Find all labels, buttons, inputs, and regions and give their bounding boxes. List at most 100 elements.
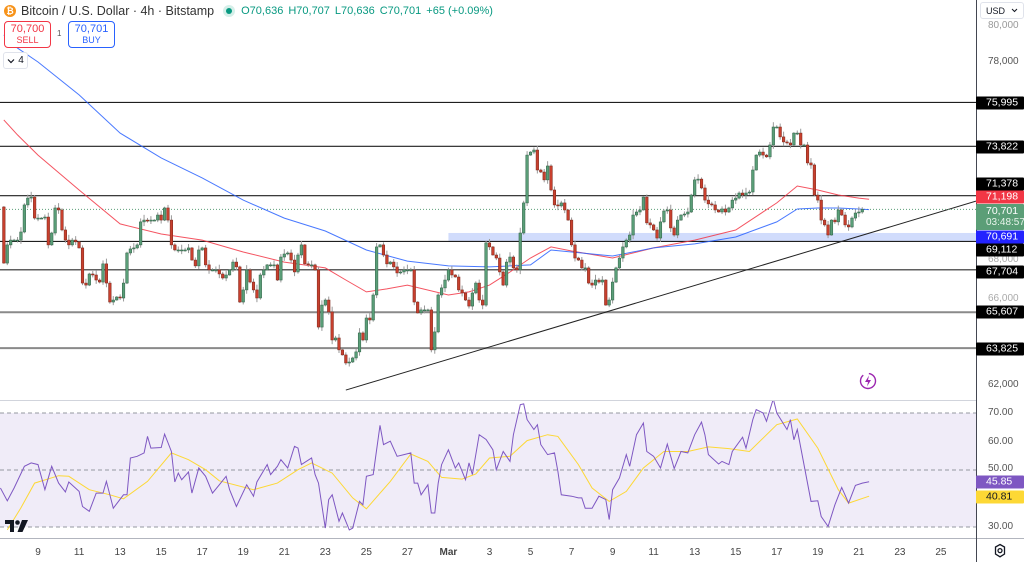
candle [156,212,160,223]
candle-body-down [823,219,827,226]
candle [764,153,769,158]
candle-body-down [573,244,577,259]
candle-body-down [292,259,297,273]
candle [19,227,23,244]
candle-body-down [717,209,721,213]
candle-body-up [310,264,314,267]
symbol-header: ₿ Bitcoin / U.S. Dollar · 4h · Bitstamp … [4,3,493,19]
time-axis[interactable]: 9 11 13 15 17 19 21 23 25 27 Mar 3 5 7 9 11 13 15 17 19 21 23… [0,538,1024,562]
candle [679,214,683,221]
candle [46,212,50,249]
candle-body-up [686,211,690,215]
candle [751,166,755,196]
candle-body-down [549,165,553,191]
candle [611,277,615,304]
candle-body-down [799,132,803,146]
red-ma-badge: 71,198 [976,190,1024,204]
sell-button[interactable]: 70,700 SELL [4,21,51,48]
candle-body-up [197,249,201,267]
candle [809,158,813,169]
candle [26,194,30,208]
candle-body-up [614,267,618,283]
price-tick: 68,000 [988,254,1019,265]
candle [378,244,382,248]
price-pane[interactable] [0,34,976,391]
symbol-title[interactable]: Bitcoin / U.S. Dollar · 4h · Bitstamp [21,4,215,18]
candle [207,260,211,274]
candle-body-up [26,197,30,206]
candle-body-down [788,142,792,146]
candle [556,199,560,211]
time-axis-label: Mar [439,547,458,558]
candle-body-down [816,194,820,201]
candle [522,200,526,235]
candle-body-up [357,332,362,353]
candle [505,259,509,288]
candle-body-up [679,214,683,221]
candle [590,279,594,288]
tradingview-logo[interactable] [5,519,29,533]
candle [788,139,792,149]
candle [149,216,153,225]
candle [303,244,307,265]
candle-body-up [388,261,392,265]
candle [699,177,704,190]
candle-body-down [412,269,416,303]
candle-body-up [665,209,669,212]
candle [792,132,796,146]
candle-body-up [149,219,153,222]
candle-body-up [682,213,686,216]
buy-button[interactable]: 70,701 BUY [68,21,115,48]
candle-body-down [221,273,225,279]
candle-body-down [785,141,789,144]
rsi-pane[interactable] [0,399,976,531]
candle-body-up [528,151,533,156]
candle-body-up [634,211,639,216]
indicators-toggle-button[interactable]: 4 [3,52,28,69]
candle [703,184,707,203]
candle-body-down [118,296,122,299]
candle [710,201,714,207]
level-badge: 65,607 [976,305,1024,319]
candle-body-up [446,269,450,281]
candle [600,276,604,286]
candle [135,243,139,250]
candle [587,266,591,285]
lightning-icon[interactable] [858,371,878,391]
candle [843,211,847,228]
time-axis-label: 9 [609,547,616,558]
candle [111,296,115,306]
candle [416,301,420,314]
candle-body-down [238,266,242,303]
candle-body-down [67,239,71,246]
candle [799,128,803,149]
candle [730,197,734,211]
candle [412,266,416,306]
currency-selector[interactable]: USD [980,2,1024,19]
candle [74,236,78,246]
chart-canvas[interactable] [0,0,976,538]
candle [77,241,81,249]
candle-body-down [57,207,61,211]
candle [453,274,457,278]
candle [43,214,47,221]
candle-body-down [453,274,457,278]
candle [163,206,167,222]
candle-body-up [433,331,437,351]
candle [186,244,191,254]
candle [217,264,221,279]
candle-body-down [77,241,81,249]
candle-body-up [29,196,33,199]
gear-icon[interactable] [992,543,1008,559]
candle-body-up [371,294,375,321]
candle [549,164,553,192]
candle-body-up [607,299,611,306]
candle-body-down [337,337,341,351]
time-axis-label: 15 [155,547,167,558]
candle [816,191,820,203]
candle [275,263,279,282]
candle [511,255,515,270]
candle [409,267,413,272]
candle-body-down [535,149,539,171]
candle [744,187,748,200]
